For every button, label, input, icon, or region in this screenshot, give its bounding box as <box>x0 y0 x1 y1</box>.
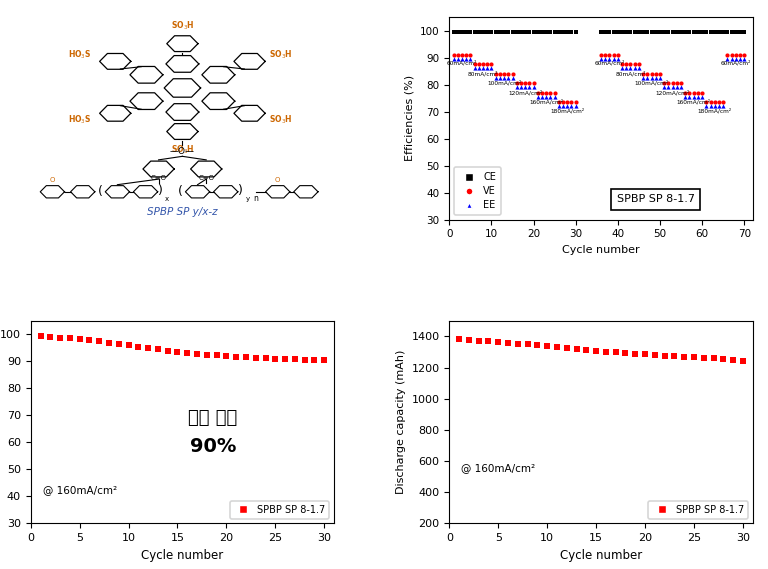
Text: y: y <box>245 196 250 202</box>
Text: 120mA/cm²: 120mA/cm² <box>656 89 690 95</box>
Text: HO$_3$S: HO$_3$S <box>68 113 91 126</box>
Text: O: O <box>50 177 55 183</box>
Text: 80mA/cm²: 80mA/cm² <box>468 71 498 76</box>
Text: 160mA/cm²: 160mA/cm² <box>529 99 563 105</box>
Text: 100mA/cm²: 100mA/cm² <box>634 80 669 85</box>
Y-axis label: Discharge capacity (mAh): Discharge capacity (mAh) <box>396 350 406 494</box>
Text: 60mA/cm²: 60mA/cm² <box>447 60 477 65</box>
Text: x: x <box>165 196 169 202</box>
Text: 90%: 90% <box>190 437 236 456</box>
Text: @ 160mA/cm²: @ 160mA/cm² <box>43 485 117 495</box>
Text: SPBP SP y/x-z: SPBP SP y/x-z <box>147 207 217 217</box>
Text: @ 160mA/cm²: @ 160mA/cm² <box>462 463 535 473</box>
Text: 100mA/cm²: 100mA/cm² <box>487 80 521 85</box>
Text: SO$_3$H: SO$_3$H <box>269 113 293 126</box>
Text: (: ( <box>98 185 102 198</box>
Text: 80mA/cm²: 80mA/cm² <box>615 71 646 76</box>
Text: 160mA/cm²: 160mA/cm² <box>677 99 710 105</box>
Text: SO$_3$H: SO$_3$H <box>170 144 194 156</box>
Text: 180mA/cm²: 180mA/cm² <box>697 109 732 114</box>
X-axis label: Cycle number: Cycle number <box>141 549 223 562</box>
Text: (: ( <box>177 185 183 198</box>
Text: HO$_3$S: HO$_3$S <box>68 49 91 61</box>
Legend: CE, VE, EE: CE, VE, EE <box>454 167 501 215</box>
Text: 120mA/cm²: 120mA/cm² <box>508 89 542 95</box>
Text: 60mA/cm²: 60mA/cm² <box>720 60 751 65</box>
Text: —O—: —O— <box>170 147 195 156</box>
Text: C=O: C=O <box>198 175 214 182</box>
Text: C=O: C=O <box>151 175 167 182</box>
Legend: SPBP SP 8-1.7: SPBP SP 8-1.7 <box>230 501 329 518</box>
Text: 180mA/cm²: 180mA/cm² <box>550 109 584 114</box>
Text: O: O <box>275 177 280 183</box>
Text: SPBP SP 8-1.7: SPBP SP 8-1.7 <box>617 195 694 204</box>
Text: 초기 대비: 초기 대비 <box>188 409 237 427</box>
Text: ): ) <box>238 184 243 197</box>
Text: SO$_3$H: SO$_3$H <box>269 49 293 61</box>
Y-axis label: Efficiencies (%): Efficiencies (%) <box>405 75 415 162</box>
Text: n: n <box>253 193 259 203</box>
X-axis label: Cycle number: Cycle number <box>560 549 642 562</box>
Text: 60mA/cm²: 60mA/cm² <box>594 60 624 65</box>
Legend: SPBP SP 8-1.7: SPBP SP 8-1.7 <box>648 501 748 518</box>
Text: ): ) <box>158 184 163 197</box>
Text: SO$_3$H: SO$_3$H <box>170 19 194 32</box>
X-axis label: Cycle number: Cycle number <box>562 245 640 255</box>
